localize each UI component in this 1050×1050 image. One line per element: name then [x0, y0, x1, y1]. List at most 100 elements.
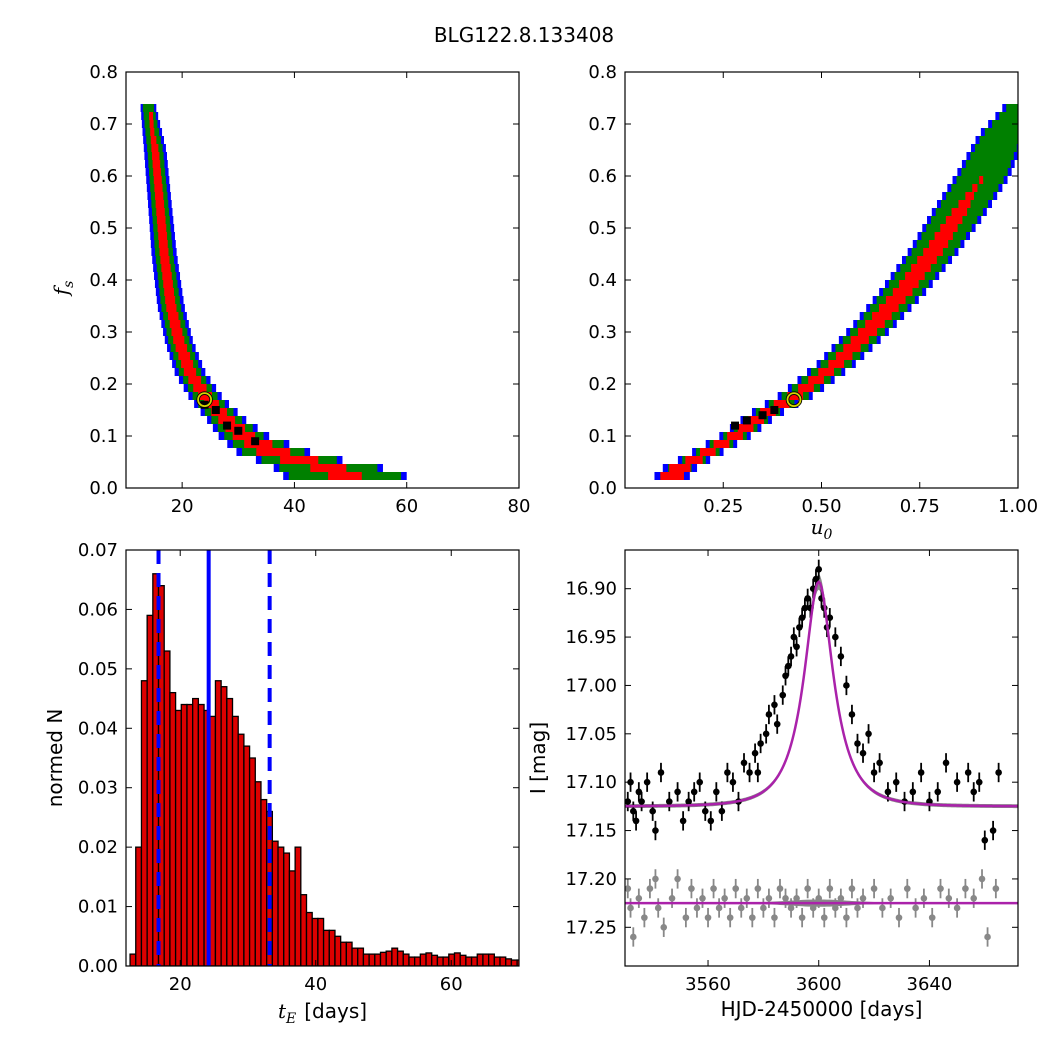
data-point	[701, 807, 709, 815]
confidence-mid-cell	[974, 144, 1017, 152]
confidence-inner-cell	[160, 256, 170, 264]
y-tick-label: 17.15	[565, 821, 617, 842]
confidence-core-cell	[251, 437, 260, 446]
data-point	[796, 624, 803, 631]
y-tick-label: 0.2	[588, 374, 617, 395]
confidence-inner-cell	[808, 376, 824, 384]
confidence-inner-cell	[660, 472, 684, 480]
residual-point	[887, 894, 894, 902]
confidence-inner-cell	[151, 144, 159, 152]
data-point	[790, 633, 798, 641]
y-tick-label: 0.6	[89, 166, 118, 187]
histogram-bar	[311, 917, 319, 966]
data-point	[793, 643, 800, 651]
residual-point	[978, 875, 986, 883]
confidence-inner-cell	[892, 288, 913, 296]
residual-point	[654, 904, 662, 912]
y-tick-label: 0.1	[89, 426, 118, 447]
data-point	[909, 788, 917, 796]
data-point	[643, 778, 651, 786]
residual-point	[912, 904, 919, 912]
residual-point	[630, 933, 637, 941]
panel-fs-vs-tE: 20 40 60 800.00.10.20.30.40.50.60.70.8fs	[49, 62, 530, 517]
data-point	[865, 730, 872, 738]
residual-point	[765, 894, 773, 902]
data-point	[635, 788, 643, 796]
confidence-inner-cell	[168, 312, 179, 320]
panel-tE-histogram: 20 40 60 0.00 0.01 0.02 0.03 0.04 0.05 0.06 0.07 tE…	[43, 540, 520, 1027]
histogram-bar	[220, 686, 228, 966]
confidence-inner-cell	[310, 464, 347, 472]
histogram-bar	[442, 956, 450, 966]
confidence-inner-cell	[166, 304, 177, 312]
residual-point	[760, 904, 767, 912]
x-tick-label: 3600	[796, 974, 842, 995]
confidence-inner-cell	[171, 328, 183, 336]
residual-point	[848, 885, 856, 892]
confidence-inner-cell	[232, 432, 256, 440]
residual-point	[793, 894, 800, 902]
residual-point	[984, 933, 991, 941]
confidence-inner-cell	[760, 408, 776, 416]
histogram-bar	[414, 956, 421, 966]
data-point	[652, 827, 659, 834]
histogram-bar	[459, 954, 467, 966]
data-point	[953, 778, 961, 786]
best-fit-marker	[786, 392, 802, 408]
confidence-inner-cell	[713, 440, 730, 448]
x-axis-label-main: u	[811, 515, 824, 539]
x-axis-label-sub: E	[285, 1011, 296, 1027]
data-point	[657, 769, 665, 776]
data-point	[804, 595, 811, 602]
histogram-bar	[260, 798, 268, 966]
confidence-mid-cell	[1006, 104, 1018, 112]
confidence-inner-cell	[818, 368, 834, 376]
residual-point	[832, 904, 839, 912]
data-point	[679, 817, 687, 825]
histogram-bar	[345, 941, 353, 966]
y-tick-label: 0.6	[588, 166, 617, 187]
data-point	[751, 749, 759, 757]
plot-area	[654, 104, 1018, 480]
data-point	[718, 807, 726, 815]
confidence-inner-cell	[153, 176, 162, 184]
panel-fs-vs-u0: 0.25 0.50 0.75 1.00 0.0 0.1 0.2 0.3 0.4 0.5 0.6 0.7…	[588, 62, 1038, 543]
histogram-bar	[140, 680, 148, 966]
histogram-bar	[357, 947, 365, 966]
residual-point	[859, 894, 867, 902]
confidence-mid-cell	[965, 160, 1011, 168]
plot-area	[129, 550, 519, 966]
histogram-bar	[180, 703, 188, 966]
histogram-bar	[146, 614, 154, 966]
histogram-bar	[408, 956, 416, 966]
histogram-bar	[340, 941, 348, 966]
confidence-inner-cell	[945, 216, 963, 224]
residual-point	[688, 885, 695, 892]
histogram-bar	[283, 852, 291, 966]
confidence-inner-cell	[865, 320, 885, 328]
histogram-bar	[300, 894, 308, 966]
residual-point	[826, 885, 834, 892]
y-tick-label: 0.5	[89, 218, 118, 239]
confidence-inner-cell	[158, 240, 168, 248]
histogram-bar	[465, 956, 473, 966]
confidence-inner-cell	[154, 184, 163, 192]
residual-point	[674, 875, 681, 883]
histogram-bar	[294, 846, 302, 966]
x-tick-label: 3560	[685, 974, 731, 995]
x-tick-label: 40	[283, 496, 306, 517]
y-tick-label: 17.20	[565, 869, 617, 890]
residual-point	[843, 914, 850, 921]
y-tick-label: 0.0	[588, 478, 617, 499]
data-point	[884, 788, 892, 796]
confidence-inner-cell	[923, 248, 943, 256]
residual-point	[937, 885, 944, 892]
confidence-inner-cell	[773, 400, 790, 408]
histogram-bar	[419, 953, 427, 966]
histogram-bar	[226, 697, 234, 966]
y-tick-label: 0.03	[78, 778, 118, 799]
confidence-inner-cell	[843, 344, 861, 352]
y-tick-label: 0.1	[588, 426, 617, 447]
residual-point	[732, 885, 740, 892]
